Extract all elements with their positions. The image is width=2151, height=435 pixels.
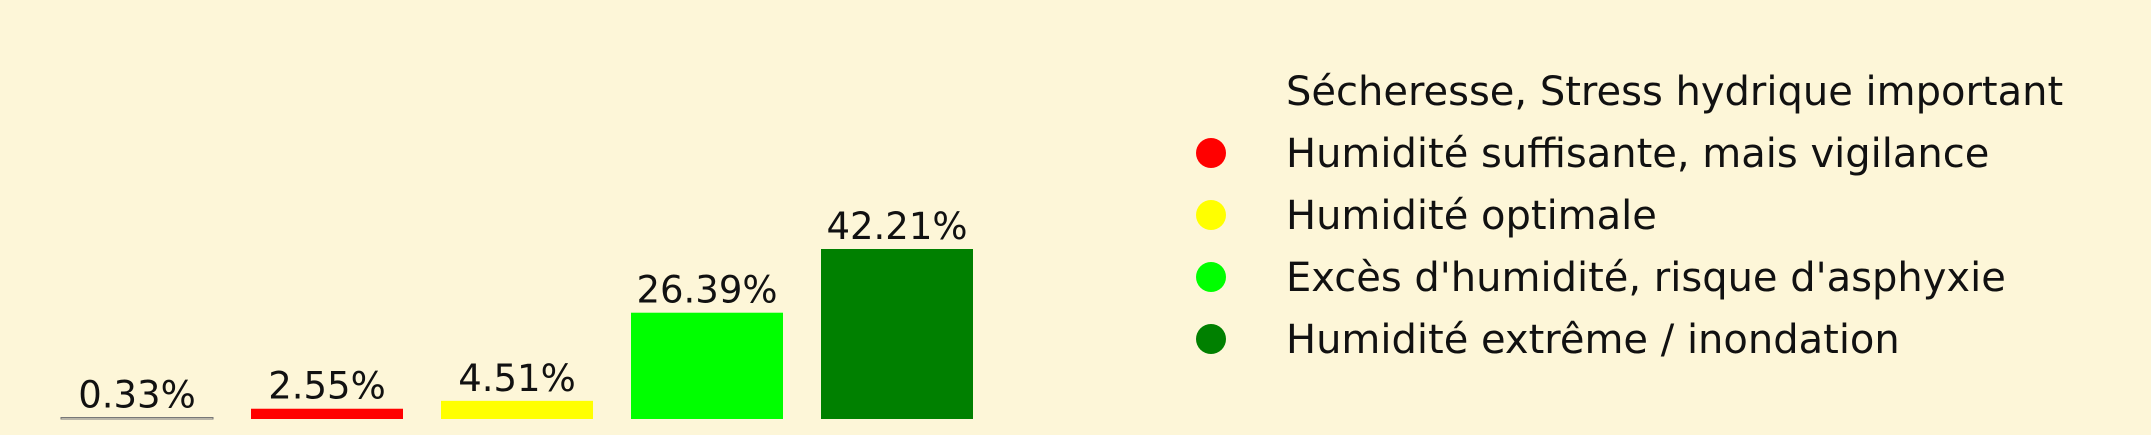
bar-3 xyxy=(441,400,593,419)
bar-value-label-2: 2.55% xyxy=(268,365,386,408)
legend-label-5: Humidité extrême / inondation xyxy=(1286,317,1900,363)
legend-marker-2 xyxy=(1196,138,1226,168)
bar-1 xyxy=(60,417,214,420)
legend-marker-1 xyxy=(1196,76,1226,106)
legend-label-2: Humidité suffisante, mais vigilance xyxy=(1286,131,1989,177)
bar-value-label-1: 0.33% xyxy=(78,374,196,417)
bar-4 xyxy=(631,312,783,419)
bar-value-label-4: 26.39% xyxy=(636,269,777,312)
legend: Sécheresse, Stress hydrique important Hum… xyxy=(1196,69,2063,363)
bar-2 xyxy=(251,408,403,419)
legend-marker-4 xyxy=(1196,262,1226,292)
legend-marker-3 xyxy=(1196,200,1226,230)
bar-5 xyxy=(821,249,973,419)
bar-value-label-5: 42.21% xyxy=(826,205,967,248)
legend-label-1: Sécheresse, Stress hydrique important xyxy=(1286,69,2063,115)
legend-label-4: Excès d'humidité, risque d'asphyxie xyxy=(1286,255,2006,301)
bars-group: 0.33% 2.55% 4.51% 26.39% 42.21% xyxy=(60,205,973,420)
legend-marker-5 xyxy=(1196,324,1226,354)
legend-label-3: Humidité optimale xyxy=(1286,193,1657,239)
bar-value-label-3: 4.51% xyxy=(458,357,576,400)
